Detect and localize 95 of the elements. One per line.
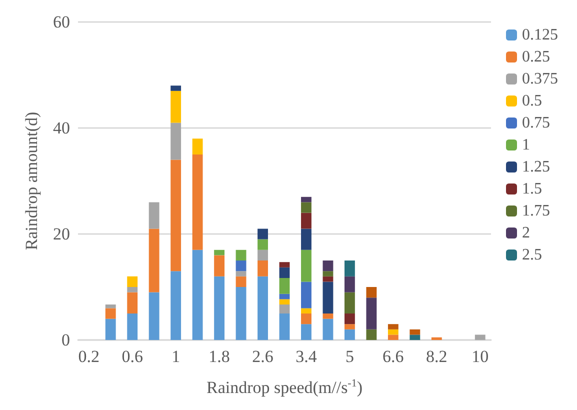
bar	[236, 287, 246, 340]
bar	[344, 314, 355, 324]
bar	[279, 262, 290, 268]
bar	[301, 250, 312, 282]
legend-label: 0.375	[522, 70, 558, 88]
bar	[236, 250, 246, 260]
bar	[279, 278, 290, 294]
legend-label: 0.5	[522, 92, 542, 110]
bar	[301, 324, 312, 340]
bar	[127, 292, 138, 314]
bar	[301, 212, 312, 229]
bar	[279, 267, 290, 278]
bar	[366, 287, 377, 298]
bar	[410, 334, 420, 340]
bar	[301, 228, 312, 250]
legend-label: 2.5	[522, 246, 542, 264]
bar	[366, 298, 377, 330]
x-tick-label: 3.4	[296, 347, 318, 366]
legend-label: 0.75	[522, 114, 550, 132]
bar	[148, 228, 160, 292]
x-tick-label: 6.6	[382, 347, 404, 366]
bar	[258, 228, 268, 240]
bar	[431, 337, 442, 340]
legend-label: 1	[522, 136, 530, 154]
bar	[388, 329, 398, 335]
x-tick-label: 1	[172, 347, 180, 366]
legend-label: 1.75	[522, 202, 550, 220]
bar	[148, 202, 160, 229]
bar	[105, 308, 116, 319]
bar	[301, 282, 312, 308]
bar	[344, 260, 355, 276]
bar	[170, 122, 182, 160]
bar	[322, 271, 334, 276]
bar	[127, 314, 138, 340]
bar	[279, 294, 290, 300]
bar	[301, 308, 312, 314]
x-tick-label: 10	[472, 347, 489, 366]
legend-label: 0.25	[522, 48, 550, 66]
x-tick-label: 8.2	[426, 347, 448, 366]
bar	[170, 90, 182, 123]
y-tick-label: 0	[62, 330, 70, 350]
bar	[301, 196, 312, 202]
bar	[170, 160, 182, 272]
bar	[344, 276, 355, 292]
x-tick-label: 0.2	[78, 347, 100, 366]
bar	[366, 329, 377, 340]
x-tick-label: 2.6	[252, 347, 274, 366]
bar	[344, 324, 355, 330]
bar	[474, 334, 486, 340]
legend-label: 1.5	[522, 180, 542, 198]
bar	[236, 271, 246, 276]
bar	[170, 271, 182, 340]
bar	[322, 318, 334, 340]
bar	[322, 282, 334, 314]
bar	[279, 299, 290, 304]
bar	[301, 202, 312, 213]
x-tick-label: 1.8	[208, 347, 230, 366]
bar	[344, 292, 355, 314]
x-tick-label: 0.6	[122, 347, 143, 366]
y-tick-label: 20	[53, 224, 70, 244]
bar	[279, 304, 290, 314]
x-tick-label: 5	[345, 347, 354, 366]
y-tick-label: 40	[53, 118, 70, 138]
bar	[148, 292, 160, 340]
bar	[105, 318, 116, 340]
legend-label: 0.125	[522, 26, 558, 44]
bar	[322, 260, 334, 272]
bar	[410, 329, 420, 335]
bar	[214, 255, 225, 276]
bar	[192, 154, 203, 250]
bar	[258, 250, 268, 260]
bar	[236, 260, 246, 272]
bar	[279, 314, 290, 340]
bar	[388, 324, 398, 330]
bar	[258, 239, 268, 250]
bar	[301, 314, 312, 324]
legend-label: 1.25	[522, 158, 550, 176]
bar	[170, 86, 182, 91]
bar	[258, 276, 268, 340]
bar	[322, 314, 334, 319]
bar	[236, 276, 246, 287]
bar	[258, 260, 268, 276]
bar	[192, 250, 203, 340]
y-axis-title: Raindrop amount(d)	[22, 112, 41, 250]
bar	[127, 276, 138, 287]
bar	[322, 276, 334, 282]
bar	[214, 276, 225, 340]
bar	[127, 287, 138, 292]
bar	[192, 138, 203, 154]
bar	[214, 250, 225, 256]
legend-label: 2	[522, 224, 530, 242]
bar	[105, 304, 116, 308]
y-tick-label: 60	[53, 12, 70, 32]
bar	[344, 329, 355, 340]
bar	[388, 334, 398, 340]
